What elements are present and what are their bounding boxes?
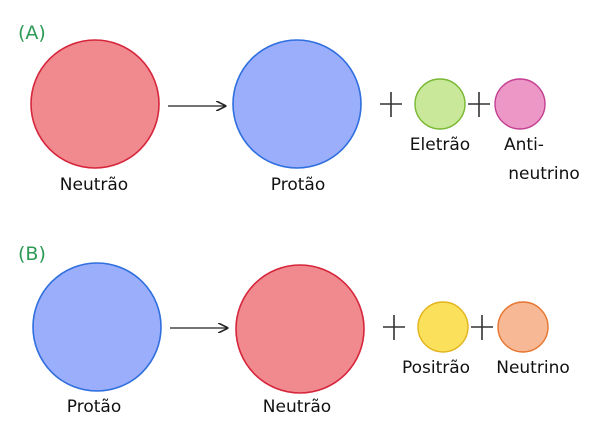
electron-circle-outline — [414, 78, 466, 130]
proton-circle-a — [233, 40, 361, 168]
proton-label-b: Protão — [67, 397, 121, 417]
neutron-circle-a-outline — [30, 39, 160, 169]
proton-circle-a-outline — [232, 39, 362, 169]
neutron-circle-b — [236, 265, 364, 393]
antineutrino-circle-outline — [494, 78, 546, 130]
positron-circle — [418, 302, 468, 352]
positron-label: Positrão — [402, 358, 470, 378]
plus-sign-a2 — [468, 92, 490, 117]
panel-b-label: (B) — [18, 243, 46, 265]
neutrino-circle-outline — [497, 301, 549, 353]
proton-circle-b-outline — [32, 262, 162, 392]
antineutrino-label-line1: Anti- — [504, 135, 544, 155]
antineutrino-label-line2: neutrino — [508, 164, 580, 184]
neutron-circle-a — [31, 40, 159, 168]
panel-b: (B) Protão Neutrão Positrão Neutrino — [18, 243, 570, 417]
electron-label: Eletrão — [410, 135, 470, 155]
plus-sign-b2 — [471, 315, 493, 340]
plus-sign-a1 — [380, 92, 402, 117]
neutron-circle-b-outline — [235, 264, 365, 394]
plus-sign-b1 — [383, 315, 405, 340]
proton-circle-b — [33, 263, 161, 391]
antineutrino-circle — [495, 79, 545, 129]
panel-a: (A) Neutrão Protão Eletrão Anti- neutrin… — [18, 22, 580, 195]
proton-label-a: Protão — [271, 175, 325, 195]
neutrino-circle — [498, 302, 548, 352]
electron-circle — [415, 79, 465, 129]
positron-circle-outline — [417, 301, 469, 353]
panel-a-label: (A) — [18, 22, 46, 44]
neutron-label-a: Neutrão — [60, 175, 128, 195]
neutron-label-b: Neutrão — [263, 397, 331, 417]
neutrino-label: Neutrino — [496, 358, 570, 378]
